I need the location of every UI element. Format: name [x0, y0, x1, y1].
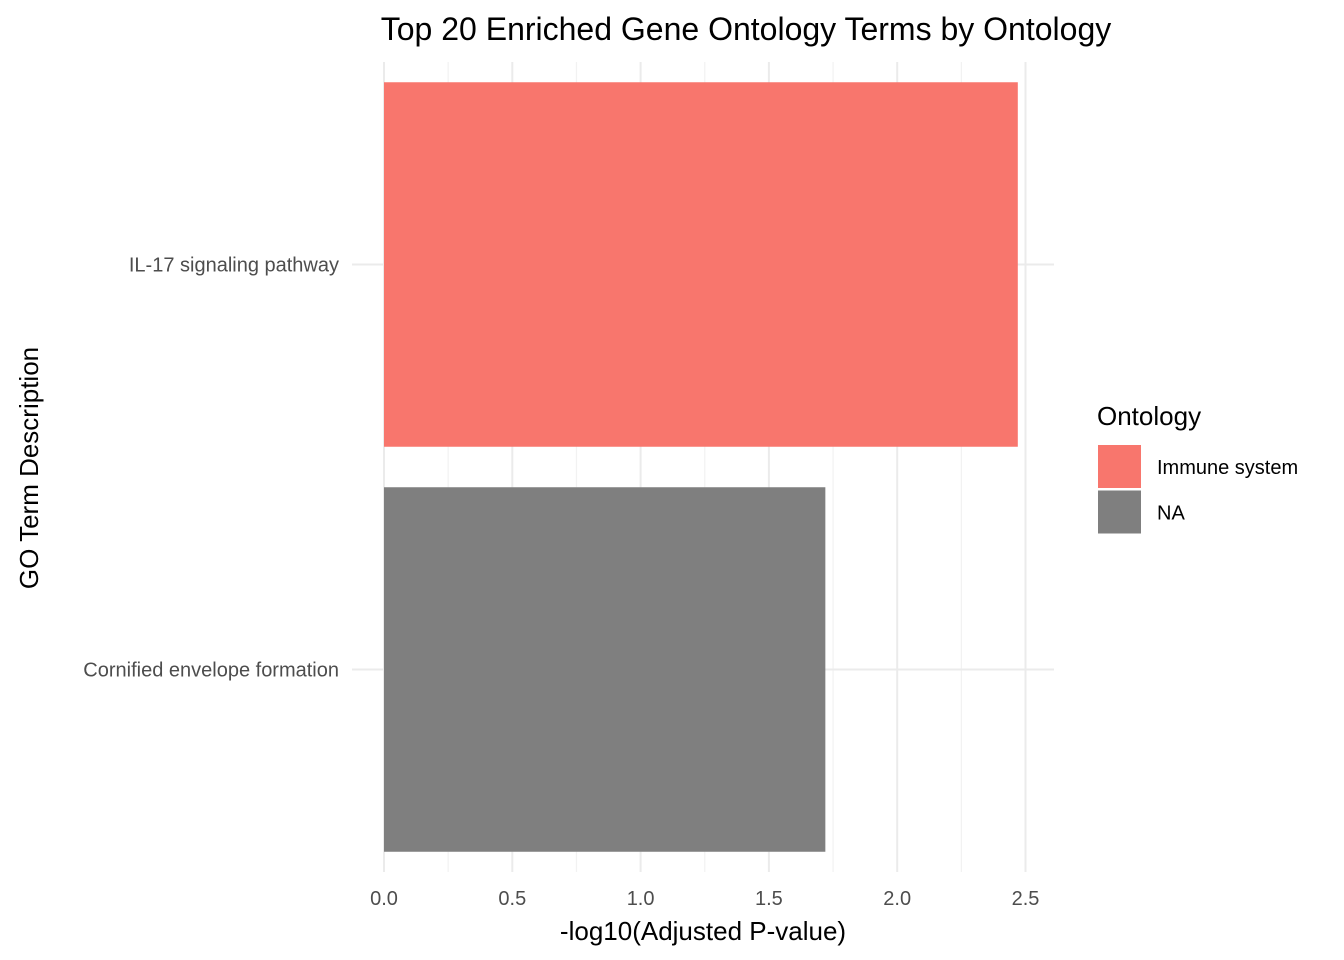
legend-swatch [1098, 490, 1141, 534]
x-tick-label: 0.0 [370, 888, 398, 910]
legend-label: Immune system [1157, 457, 1298, 479]
x-tick-label: 2.5 [1012, 888, 1040, 910]
legend-title: Ontology [1097, 401, 1201, 431]
x-tick-label: 2.0 [883, 888, 911, 910]
legend: Ontology Immune system NA [1097, 401, 1298, 534]
bar [384, 82, 1018, 447]
x-tick-label: 1.5 [755, 888, 783, 910]
x-axis-title: -log10(Adjusted P-value) [560, 916, 846, 946]
bar [384, 487, 826, 852]
y-axis-title: GO Term Description [14, 347, 44, 589]
bars [384, 82, 1018, 852]
x-tick-label: 1.0 [627, 888, 655, 910]
x-tick-label: 0.5 [498, 888, 526, 910]
y-tick-label: Cornified envelope formation [83, 660, 339, 682]
y-axis-tick-labels: IL-17 signaling pathway Cornified envelop… [83, 255, 339, 682]
legend-swatch [1098, 445, 1141, 488]
legend-label: NA [1157, 503, 1185, 525]
legend-items: Immune system NA [1098, 445, 1298, 534]
y-tick-label: IL-17 signaling pathway [129, 255, 339, 277]
chart-title: Top 20 Enriched Gene Ontology Terms by O… [381, 11, 1111, 47]
x-axis-tick-labels: 0.0 0.5 1.0 1.5 2.0 2.5 [370, 888, 1039, 910]
